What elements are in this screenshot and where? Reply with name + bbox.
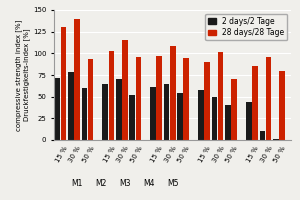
Bar [279,71,285,140]
Bar [170,46,176,140]
Bar [273,139,279,140]
Bar [260,131,265,140]
Bar [231,79,237,140]
Bar [109,51,114,140]
Bar [266,57,272,140]
Bar [177,93,183,140]
Bar [225,105,231,140]
Text: M4: M4 [143,179,154,188]
Bar [218,52,224,140]
Bar [198,90,204,140]
Bar [246,102,252,140]
Bar [116,79,122,140]
Text: M5: M5 [167,179,178,188]
Bar [122,40,128,140]
Bar [156,56,162,140]
Bar [74,19,80,140]
Text: M1: M1 [71,179,82,188]
Bar [88,59,93,140]
Bar [183,58,189,140]
Legend: 2 days/2 Tage, 28 days/28 Tage: 2 days/2 Tage, 28 days/28 Tage [205,14,287,40]
Bar [55,78,60,140]
Bar [68,72,74,140]
Bar [204,62,210,140]
Text: M3: M3 [119,179,130,188]
Bar [150,87,156,140]
Bar [164,84,169,140]
Text: M2: M2 [95,179,106,188]
Bar [136,57,141,140]
Bar [130,95,135,140]
Bar [103,84,108,140]
Bar [212,97,218,140]
Bar [61,27,66,140]
Bar [82,88,87,140]
Y-axis label: compressive strength index [%]
Druckfestigkeits-Index [%]: compressive strength index [%] Druckfest… [16,19,30,131]
Bar [252,66,258,140]
